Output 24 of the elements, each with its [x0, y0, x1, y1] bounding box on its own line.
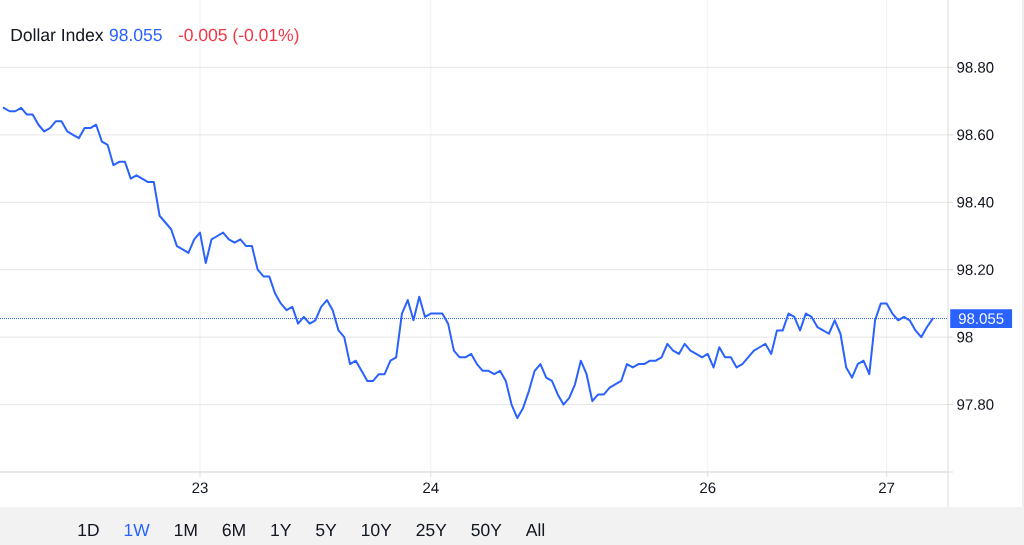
y-tick-label: 98.40 [957, 196, 994, 208]
text: 1W [124, 523, 150, 536]
text: 1Y [271, 523, 292, 536]
y-tick-label: 98.80 [957, 62, 994, 73]
text: 50Y [471, 523, 502, 537]
text: All [525, 523, 545, 536]
text: 25Y [416, 523, 447, 537]
text: 5Y [316, 523, 337, 537]
x-tick-label: 23 [192, 482, 208, 494]
x-tick-label: 24 [423, 482, 439, 493]
ref-line-label: 98.055 [958, 313, 1004, 324]
x-tick-label: 27 [879, 482, 895, 493]
text: 1D [78, 523, 99, 536]
text: Dollar Index [11, 28, 104, 42]
text: 1M [174, 523, 197, 536]
x-tick-label: 26 [700, 482, 716, 494]
y-tick-label: 98.20 [957, 264, 994, 276]
y-tick-label: 97.80 [957, 399, 994, 410]
y-tick-label: 98 [957, 331, 973, 343]
text: 10Y [361, 523, 392, 537]
annotation: -0.005 (-0.01%) [178, 28, 299, 45]
annotation: 98.055 [109, 28, 162, 42]
y-tick-label: 98.60 [957, 129, 994, 141]
text: 6M [222, 523, 245, 537]
